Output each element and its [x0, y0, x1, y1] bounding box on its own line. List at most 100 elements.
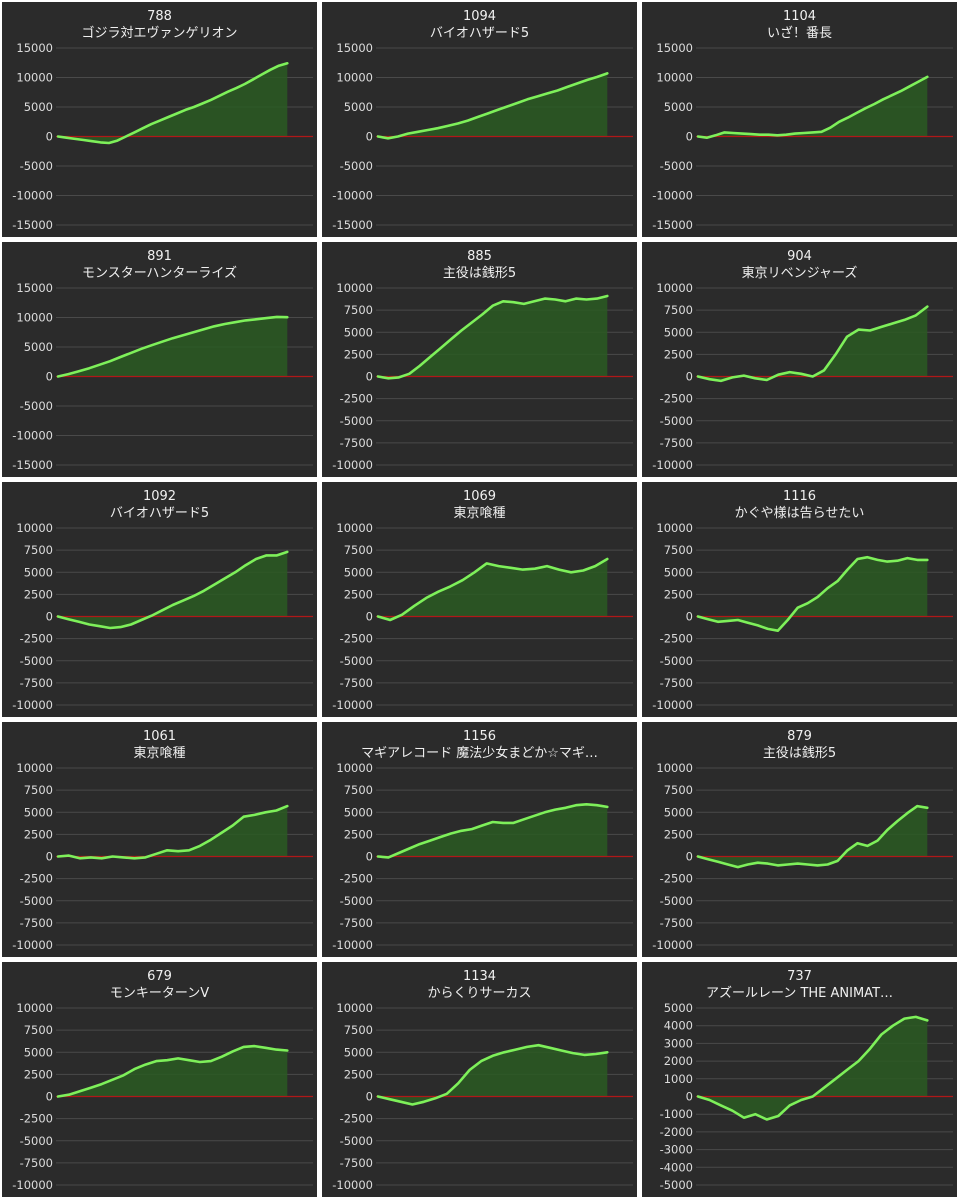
y-tick-label: 5000: [664, 1001, 693, 1015]
data-point: [88, 623, 90, 625]
y-tick-label: -2000: [660, 1125, 693, 1139]
y-tick-label: 0: [366, 850, 373, 864]
data-point: [767, 134, 769, 136]
data-point: [707, 858, 709, 860]
y-tick-label: 2500: [24, 587, 53, 601]
data-point: [906, 557, 908, 559]
data-point: [193, 106, 195, 108]
data-point: [276, 316, 278, 318]
chart-title: かぐや様は告らせたい: [735, 506, 865, 521]
y-tick-label: 10000: [656, 521, 693, 535]
data-point: [741, 132, 743, 134]
series-area: [58, 316, 288, 377]
data-point: [846, 1069, 848, 1071]
data-point: [767, 628, 769, 630]
data-point: [826, 587, 828, 589]
data-point: [800, 1099, 802, 1101]
data-point: [286, 1049, 288, 1051]
data-point: [467, 119, 469, 121]
y-tick-label: 7500: [664, 543, 693, 557]
data-point: [846, 568, 848, 570]
data-point: [846, 849, 848, 851]
data-point: [232, 1050, 234, 1052]
series-line: [56, 1044, 289, 1098]
data-point: [150, 123, 152, 125]
data-point: [757, 624, 759, 626]
data-point: [732, 132, 734, 134]
chart-panel-885: 885 主役は銭形5 10000 7500 5000 2500 0 -2500 -5000 -75…: [322, 242, 637, 477]
data-point: [286, 551, 288, 553]
data-point: [856, 558, 858, 560]
data-point: [286, 805, 288, 807]
data-point: [900, 90, 902, 92]
data-point: [506, 105, 508, 107]
y-tick-label: 5000: [664, 805, 693, 819]
data-point: [514, 1048, 516, 1050]
data-point: [498, 565, 500, 567]
data-point: [172, 604, 174, 606]
data-point: [119, 356, 121, 358]
data-point: [159, 119, 161, 121]
data-point: [789, 371, 791, 373]
data-point: [767, 862, 769, 864]
data-point: [823, 369, 825, 371]
data-point: [864, 107, 866, 109]
data-point: [275, 809, 277, 811]
y-tick-label: -10000: [652, 189, 693, 203]
data-point: [595, 1053, 597, 1055]
data-point: [99, 364, 101, 366]
data-point: [417, 131, 419, 133]
series-line: [376, 1043, 609, 1106]
data-point: [400, 1101, 402, 1103]
data-point: [727, 620, 729, 622]
data-point: [717, 621, 719, 623]
y-tick-label: 5000: [24, 100, 53, 114]
data-point: [473, 571, 475, 573]
chart-title: モンキーターンV: [110, 986, 209, 1001]
chart-panel-1134: 1134 からくりサーカス 10000 7500 5000 2500 0 -2500 -5000…: [322, 962, 637, 1197]
chart-panel-904: 904 東京リベンジャーズ 10000 7500 5000 2500 0 -2500 -5000…: [642, 242, 957, 477]
series-area: [378, 804, 608, 858]
data-point: [697, 1095, 699, 1097]
y-tick-label: -10000: [12, 189, 53, 203]
data-point: [776, 134, 778, 136]
data-point: [537, 1044, 539, 1046]
chart-panel-891: 891 モンスターハンターライズ 15000 10000 5000 0 -5000 -1000…: [2, 242, 317, 477]
data-point: [807, 863, 809, 865]
data-point: [151, 614, 153, 616]
data-point: [585, 803, 587, 805]
data-point: [856, 842, 858, 844]
data-point: [533, 300, 535, 302]
data-point: [812, 131, 814, 133]
series-area: [378, 73, 608, 139]
data-point: [869, 329, 871, 331]
y-tick-label: -10000: [332, 1178, 373, 1192]
y-tick-label: -10000: [652, 938, 693, 952]
y-tick-label: 5000: [344, 325, 373, 339]
data-point: [481, 313, 483, 315]
data-point: [575, 297, 577, 299]
data-point: [398, 852, 400, 854]
data-point: [707, 618, 709, 620]
data-point: [492, 821, 494, 823]
data-point: [408, 847, 410, 849]
data-point: [846, 336, 848, 338]
data-point: [747, 863, 749, 865]
data-point: [144, 856, 146, 858]
data-point: [469, 1069, 471, 1071]
y-tick-label: 0: [366, 610, 373, 624]
data-point: [503, 1051, 505, 1053]
data-point: [192, 331, 194, 333]
y-tick-label: -5000: [660, 654, 693, 668]
data-point: [708, 378, 710, 380]
data-point: [439, 836, 441, 838]
data-point: [766, 379, 768, 381]
data-point: [377, 1095, 379, 1097]
data-point: [232, 824, 234, 826]
series-line: [56, 315, 289, 378]
data-point: [210, 1060, 212, 1062]
data-point: [789, 1104, 791, 1106]
data-point: [743, 374, 745, 376]
